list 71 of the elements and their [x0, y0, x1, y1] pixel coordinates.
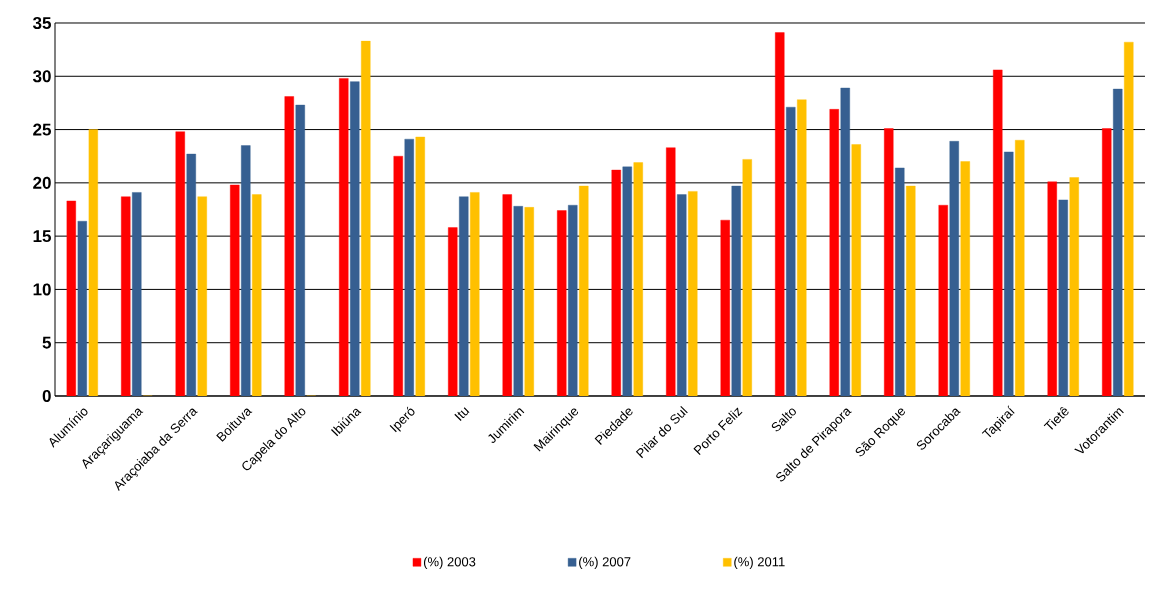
bar: [132, 192, 142, 396]
bar: [851, 144, 861, 396]
bar: [742, 159, 752, 396]
y-tick-label: 30: [32, 70, 51, 83]
bar: [502, 194, 512, 396]
bar: [688, 191, 698, 396]
bar: [524, 207, 534, 396]
bar: [1004, 151, 1014, 396]
bar: [633, 162, 643, 396]
bar: [1015, 140, 1025, 396]
bar: [284, 96, 294, 396]
bar: [1047, 181, 1057, 396]
bar: [579, 185, 589, 396]
bar: [1102, 128, 1112, 396]
y-tick-label: 25: [33, 123, 51, 136]
y-tick-label: 10: [33, 283, 51, 296]
legend-label: (%) 2011: [734, 556, 785, 569]
bar: [829, 109, 839, 396]
bar: [252, 194, 262, 396]
bar: [884, 128, 894, 396]
y-tick-label: 20: [33, 176, 51, 189]
bar: [66, 200, 76, 396]
bar: [840, 87, 850, 396]
bar: [1113, 88, 1123, 396]
bar: [775, 32, 785, 396]
bar: [470, 192, 480, 396]
bar: [404, 138, 414, 396]
bar: [786, 106, 796, 396]
bar: [513, 206, 523, 396]
x-tick-label: Pilar do Sul: [635, 405, 688, 459]
bar: [415, 136, 425, 396]
bar: [121, 196, 131, 396]
bar: [1069, 177, 1079, 396]
bar: [197, 196, 207, 396]
bar: [677, 194, 687, 396]
bar: [295, 104, 305, 396]
bar: [949, 141, 959, 396]
bar: [230, 184, 240, 396]
bar: [622, 166, 632, 396]
bar: [720, 219, 730, 396]
bar: [938, 205, 948, 396]
bar: [993, 69, 1003, 396]
bar: [241, 145, 251, 396]
y-tick-label: 0: [42, 389, 51, 403]
bar: [459, 196, 469, 396]
bar: [77, 221, 87, 396]
bar: [88, 129, 98, 396]
bar: [797, 99, 807, 396]
bar: [361, 40, 371, 396]
bar: [175, 131, 185, 396]
bar: [568, 205, 578, 396]
x-tick-label: Itu: [454, 407, 470, 421]
bar: [1124, 41, 1134, 396]
y-tick-label: 5: [42, 336, 52, 349]
legend-label: (%) 2007: [579, 556, 631, 569]
legend-label: (%) 2003: [423, 556, 476, 569]
bar: [1058, 199, 1068, 396]
bar: [895, 167, 905, 396]
bar: [339, 78, 349, 396]
bar: [611, 169, 621, 396]
bar: [350, 81, 360, 396]
bar: [731, 185, 741, 396]
bar: [393, 156, 403, 396]
bar: [906, 185, 916, 396]
bar: [960, 161, 970, 396]
bar: [186, 153, 196, 396]
bar: [557, 210, 567, 396]
bar: [666, 147, 676, 396]
y-tick-label: 15: [33, 230, 51, 243]
y-tick-label: 35: [32, 16, 51, 30]
bar: [448, 227, 458, 396]
